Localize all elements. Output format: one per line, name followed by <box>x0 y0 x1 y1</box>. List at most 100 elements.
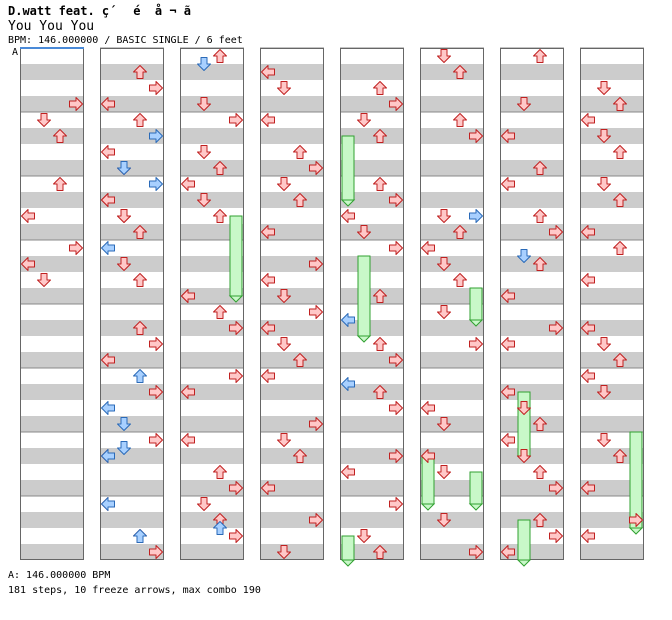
beat-stripe <box>260 96 324 112</box>
step-arrow-down-shape <box>517 401 531 415</box>
beat-stripe <box>340 496 404 512</box>
beat-stripe <box>260 304 324 320</box>
beat-stripe <box>340 336 404 352</box>
step-arrow-left <box>501 545 515 559</box>
step-arrow-up <box>453 273 467 287</box>
song-title: You You You <box>8 19 95 34</box>
beat-stripe <box>500 256 564 272</box>
beat-stripe <box>340 416 404 432</box>
beat-stripe <box>20 320 84 336</box>
step-arrow-up <box>53 177 67 191</box>
beat-stripe <box>500 96 564 112</box>
step-arrow-right-shape <box>549 481 563 495</box>
shock-arrow-right-shape <box>149 177 163 191</box>
beat-stripe <box>420 256 484 272</box>
beat-stripe <box>20 448 84 464</box>
beat-stripe <box>260 448 324 464</box>
beat-stripe <box>180 512 244 528</box>
step-arrow-left-shape <box>101 193 115 207</box>
beat-stripe <box>420 80 484 96</box>
beat-stripe <box>260 512 324 528</box>
beat-stripe <box>100 432 164 448</box>
beat-stripe <box>20 512 84 528</box>
beat-stripe <box>580 336 644 352</box>
shock-arrow-down-shape <box>117 161 131 175</box>
step-arrow-up-shape <box>533 465 547 479</box>
step-arrow-left-shape <box>581 369 595 383</box>
step-arrow-down-shape <box>437 49 451 63</box>
beat-stripe <box>340 304 404 320</box>
step-arrow-left <box>581 273 595 287</box>
beat-stripe <box>180 288 244 304</box>
step-arrow-down-shape <box>597 81 611 95</box>
beat-stripe <box>420 224 484 240</box>
step-arrow-left-shape <box>261 273 275 287</box>
step-arrow-up <box>373 289 387 303</box>
beat-stripe <box>340 112 404 128</box>
beat-stripe <box>260 48 324 64</box>
step-arrow-up-shape <box>613 241 627 255</box>
step-arrow-right-shape <box>149 545 163 559</box>
step-arrow-right-shape <box>389 401 403 415</box>
step-arrow-down-shape <box>597 385 611 399</box>
step-arrow-right <box>389 241 403 255</box>
beat-stripe <box>340 256 404 272</box>
step-arrow-up-shape <box>613 449 627 463</box>
beat-stripe <box>580 448 644 464</box>
beat-stripe <box>580 128 644 144</box>
step-arrow-down <box>597 81 611 95</box>
beat-stripe <box>500 544 564 560</box>
beat-stripe <box>340 480 404 496</box>
shock-arrow-down <box>117 417 131 431</box>
step-arrow-up <box>133 321 147 335</box>
chart-column <box>180 48 244 560</box>
beat-stripe <box>100 208 164 224</box>
step-arrow-up <box>613 193 627 207</box>
step-arrow-down <box>437 305 451 319</box>
beat-stripe <box>100 160 164 176</box>
beat-stripe <box>260 272 324 288</box>
beat-stripe <box>420 288 484 304</box>
step-arrow-right-shape <box>389 497 403 511</box>
beat-stripe <box>100 496 164 512</box>
step-arrow-left-shape <box>181 289 195 303</box>
step-arrow-up-shape <box>213 161 227 175</box>
chart-column <box>100 48 164 560</box>
step-arrow-down-shape <box>437 513 451 527</box>
step-arrow-right-shape <box>309 257 323 271</box>
beat-stripe <box>420 432 484 448</box>
step-arrow-up <box>373 129 387 143</box>
shock-arrow-left <box>341 377 355 391</box>
beat-stripe <box>180 272 244 288</box>
step-arrow-right-shape <box>389 353 403 367</box>
step-arrow-down <box>597 433 611 447</box>
beat-stripe <box>100 80 164 96</box>
step-arrow-up <box>613 353 627 367</box>
step-arrow-left-shape <box>181 385 195 399</box>
beat-stripe <box>180 448 244 464</box>
beat-stripe <box>260 544 324 560</box>
beat-stripe <box>180 336 244 352</box>
step-arrow-left-shape <box>261 481 275 495</box>
step-arrow-down-shape <box>197 145 211 159</box>
step-arrow-up-shape <box>133 273 147 287</box>
step-arrow-up <box>213 49 227 63</box>
beat-stripe <box>100 240 164 256</box>
freeze-arrow-left <box>341 135 355 201</box>
beat-stripe <box>260 64 324 80</box>
step-arrow-up-shape <box>373 545 387 559</box>
beat-stripe <box>580 432 644 448</box>
step-arrow-up-shape <box>213 209 227 223</box>
freeze-tail-left <box>340 559 356 567</box>
step-arrow-up <box>373 385 387 399</box>
step-arrow-up-shape <box>293 145 307 159</box>
beat-stripe <box>580 64 644 80</box>
step-arrow-up <box>533 49 547 63</box>
beat-stripe <box>180 528 244 544</box>
step-arrow-left-shape <box>21 257 35 271</box>
step-arrow-right <box>549 225 563 239</box>
freeze-tail-down <box>356 335 372 343</box>
step-arrow-left <box>501 129 515 143</box>
step-arrow-down-shape <box>437 465 451 479</box>
step-arrow-right <box>69 241 83 255</box>
